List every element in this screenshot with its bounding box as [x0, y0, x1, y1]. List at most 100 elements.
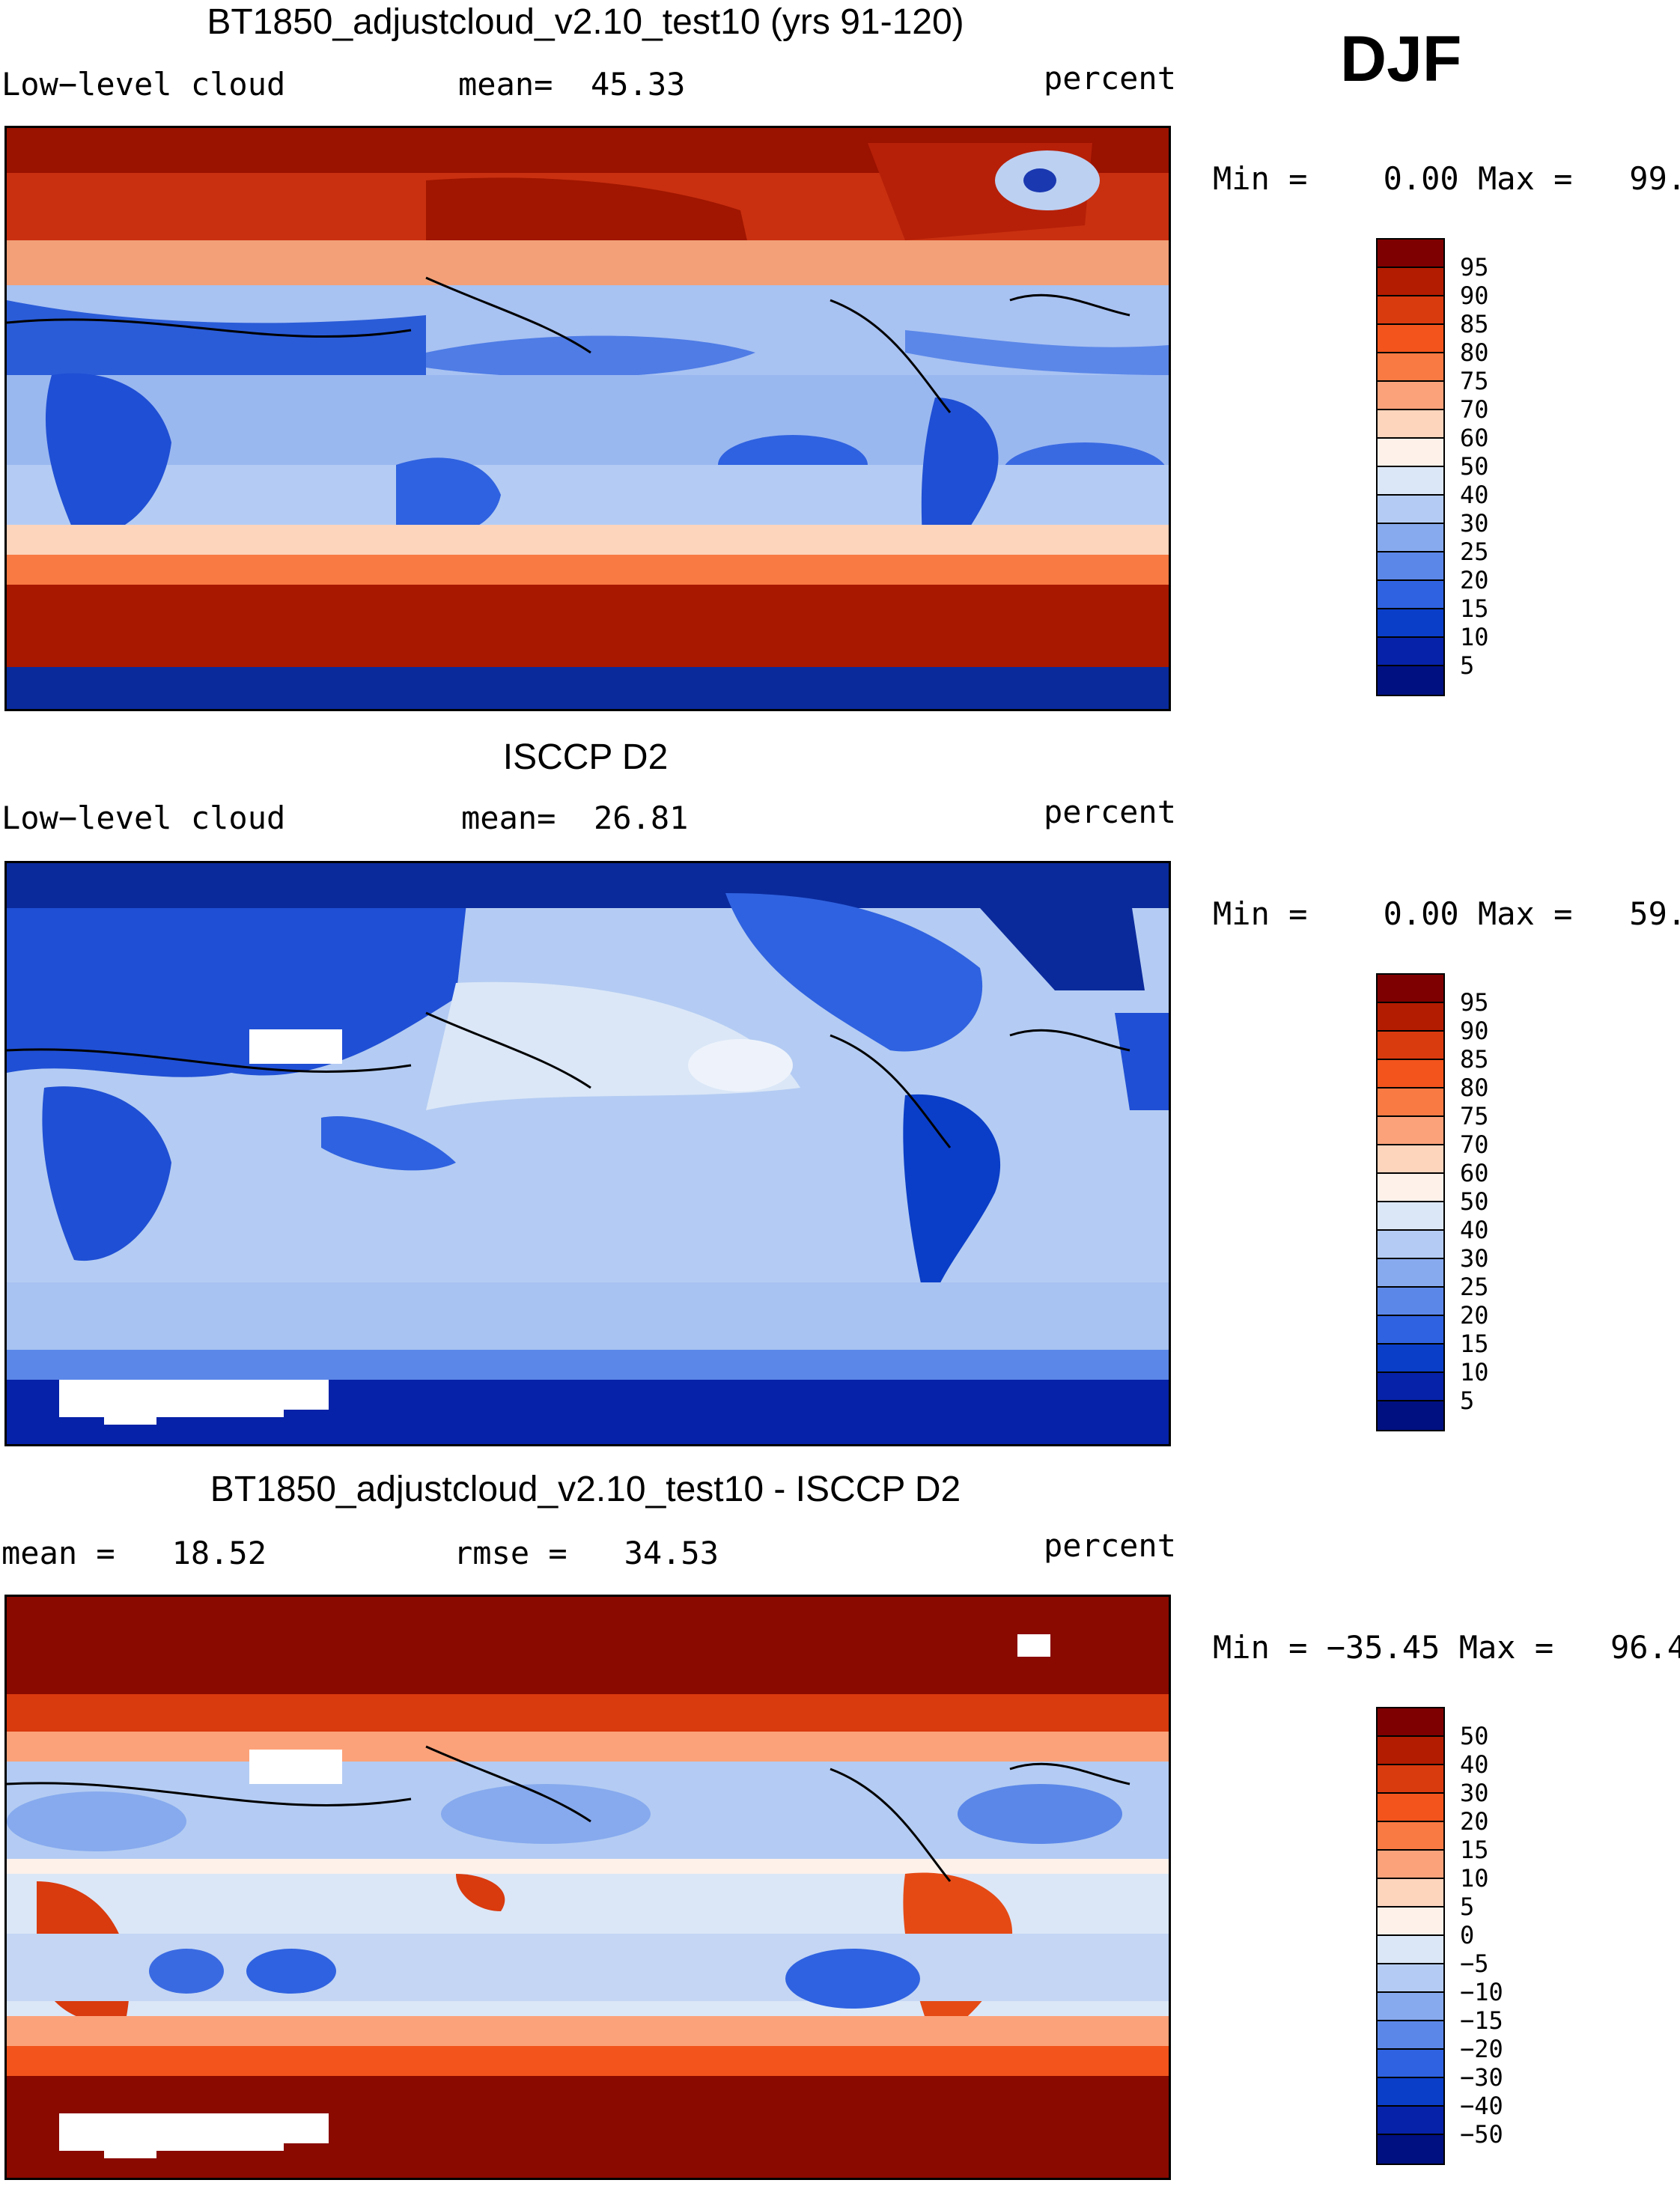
colorbar-tick-label: −30	[1460, 2063, 1503, 2092]
colorbar-swatch	[1378, 1936, 1443, 1964]
colorbar-tick-label: 95	[1460, 253, 1489, 281]
panel1-colorbar	[1376, 238, 1445, 696]
colorbar-tick-label: 60	[1460, 1159, 1489, 1187]
colorbar-swatch	[1378, 1993, 1443, 2021]
panel1-minmax: Min = 0.00 Max = 99.21	[1213, 160, 1680, 197]
colorbar-tick-label: 10	[1460, 1864, 1489, 1893]
panel1-variable-label: Low−level cloud	[1, 66, 286, 103]
colorbar-tick-label: 30	[1460, 509, 1489, 538]
colorbar-swatch	[1378, 1401, 1443, 1430]
colorbar-swatch	[1378, 1174, 1443, 1202]
colorbar-tick-label: 85	[1460, 1045, 1489, 1074]
panel1-colorbar-labels: 95 90 85 80 75 70 60 50 40 30 25 20 15 10 5	[1460, 253, 1489, 680]
colorbar-swatch	[1378, 1316, 1443, 1345]
colorbar-swatch	[1378, 1032, 1443, 1060]
colorbar-swatch	[1378, 496, 1443, 524]
panel2-units: percent	[1044, 794, 1177, 830]
colorbar-tick-label: −50	[1460, 2120, 1503, 2149]
colorbar-swatch	[1378, 1765, 1443, 1794]
colorbar-swatch	[1378, 1908, 1443, 1936]
colorbar-swatch	[1378, 609, 1443, 638]
colorbar-tick-label: 75	[1460, 367, 1489, 395]
colorbar-swatch	[1378, 382, 1443, 410]
colorbar-swatch	[1378, 1345, 1443, 1373]
colorbar-tick-label: 50	[1460, 1187, 1489, 1216]
colorbar-swatch	[1378, 2078, 1443, 2107]
colorbar-swatch	[1378, 1089, 1443, 1117]
colorbar-swatch	[1378, 2135, 1443, 2164]
colorbar-swatch	[1378, 552, 1443, 581]
colorbar-swatch	[1378, 1145, 1443, 1174]
colorbar-tick-label: 90	[1460, 281, 1489, 310]
panel3-mean-label: mean = 18.52	[1, 1535, 267, 1571]
panel2-variable-label: Low−level cloud	[1, 800, 286, 836]
panel2-mean-label: mean= 26.81	[461, 800, 689, 836]
colorbar-tick-label: 80	[1460, 338, 1489, 367]
colorbar-tick-label: 30	[1460, 1779, 1489, 1807]
colorbar-swatch	[1378, 410, 1443, 439]
colorbar-swatch	[1378, 1288, 1443, 1316]
colorbar-tick-label: −20	[1460, 2035, 1503, 2063]
colorbar-swatch	[1378, 1117, 1443, 1145]
panel1-title: BT1850_adjustcloud_v2.10_test10 (yrs 91-…	[207, 2, 964, 42]
panel3-units: percent	[1044, 1527, 1177, 1564]
colorbar-swatch	[1378, 296, 1443, 325]
colorbar-tick-label: 40	[1460, 1750, 1489, 1779]
panel3-map	[4, 1595, 1171, 2180]
colorbar-tick-label: −15	[1460, 2006, 1503, 2035]
colorbar-swatch	[1378, 638, 1443, 666]
panel2-title: ISCCP D2	[502, 737, 669, 777]
colorbar-tick-label: 10	[1460, 623, 1489, 651]
colorbar-tick-label: 95	[1460, 988, 1489, 1017]
season-label: DJF	[1340, 23, 1462, 95]
colorbar-swatch	[1378, 666, 1443, 695]
colorbar-tick-label: 15	[1460, 1330, 1489, 1358]
colorbar-tick-label: 15	[1460, 594, 1489, 623]
colorbar-tick-label: 60	[1460, 424, 1489, 452]
panel3-minmax: Min = −35.45 Max = 96.43	[1213, 1629, 1680, 1666]
colorbar-swatch	[1378, 1708, 1443, 1737]
colorbar-tick-label: 0	[1460, 1921, 1475, 1949]
colorbar-tick-label: 40	[1460, 1216, 1489, 1244]
colorbar-tick-label: 25	[1460, 1273, 1489, 1301]
colorbar-swatch	[1378, 2050, 1443, 2078]
colorbar-tick-label: 50	[1460, 452, 1489, 481]
colorbar-swatch	[1378, 1003, 1443, 1032]
colorbar-tick-label: 5	[1460, 1386, 1475, 1415]
colorbar-tick-label: 5	[1460, 651, 1475, 680]
panel1-mean-label: mean= 45.33	[458, 66, 686, 103]
colorbar-swatch	[1378, 1231, 1443, 1259]
panel2-colorbar-labels: 95 90 85 80 75 70 60 50 40 30 25 20 15 10 5	[1460, 988, 1489, 1415]
colorbar-tick-label: 75	[1460, 1102, 1489, 1130]
colorbar-swatch	[1378, 1879, 1443, 1908]
colorbar-swatch	[1378, 353, 1443, 382]
colorbar-tick-label: 15	[1460, 1836, 1489, 1864]
colorbar-tick-label: 20	[1460, 1301, 1489, 1330]
colorbar-tick-label: 5	[1460, 1893, 1475, 1921]
panel1-units: percent	[1044, 60, 1177, 97]
colorbar-tick-label: 40	[1460, 481, 1489, 509]
colorbar-tick-label: 10	[1460, 1358, 1489, 1386]
panel2-colorbar	[1376, 973, 1445, 1431]
colorbar-swatch	[1378, 1060, 1443, 1089]
colorbar-swatch	[1378, 581, 1443, 609]
colorbar-tick-label: 70	[1460, 395, 1489, 424]
colorbar-tick-label: −5	[1460, 1949, 1489, 1978]
colorbar-swatch	[1378, 325, 1443, 353]
panel2-map-svg	[7, 863, 1169, 1444]
colorbar-swatch	[1378, 268, 1443, 296]
colorbar-swatch	[1378, 240, 1443, 268]
panel2-map	[4, 861, 1171, 1446]
colorbar-swatch	[1378, 1202, 1443, 1231]
colorbar-tick-label: 80	[1460, 1074, 1489, 1102]
panel3-map-svg	[7, 1597, 1169, 2178]
colorbar-tick-label: 20	[1460, 1807, 1489, 1836]
colorbar-swatch	[1378, 467, 1443, 496]
colorbar-tick-label: 20	[1460, 566, 1489, 594]
colorbar-swatch	[1378, 439, 1443, 467]
panel3-colorbar	[1376, 1707, 1445, 2165]
colorbar-swatch	[1378, 524, 1443, 552]
panel2-minmax: Min = 0.00 Max = 59.59	[1213, 895, 1680, 932]
panel1-map-svg	[7, 128, 1169, 709]
panel3-rmse-label: rmse = 34.53	[454, 1535, 719, 1571]
